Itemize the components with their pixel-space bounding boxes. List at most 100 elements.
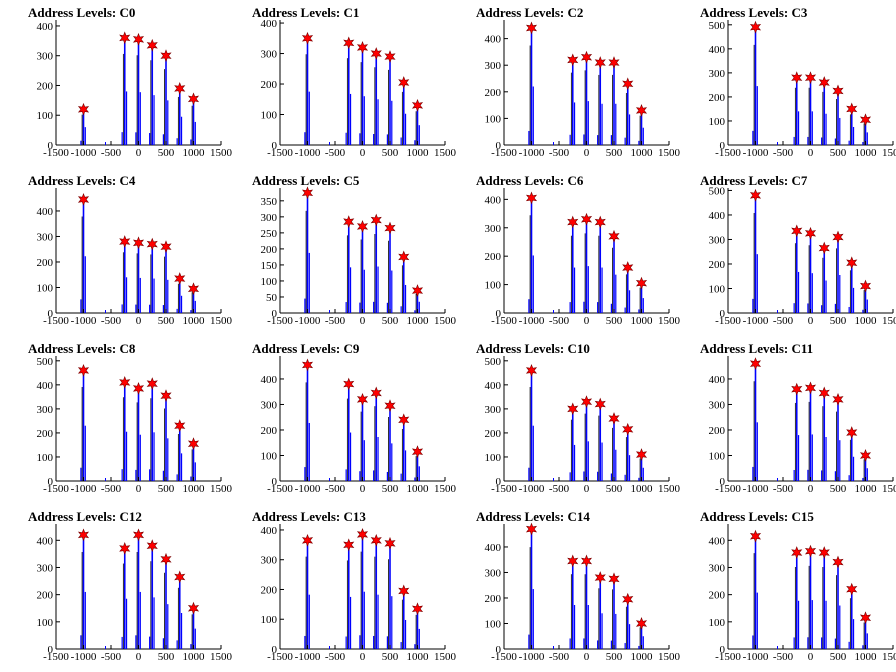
peak-marker bbox=[594, 397, 606, 411]
x-tick-label: -1500 bbox=[715, 651, 741, 663]
x-tick-label: 1500 bbox=[434, 483, 457, 495]
chart-panel-9: Address Levels: C9 0 100 200 300 400 -1500 -100… bbox=[252, 341, 457, 495]
y-tick-label: 200 bbox=[261, 584, 278, 596]
peak-marker bbox=[398, 413, 410, 427]
peak-marker bbox=[160, 49, 172, 63]
peak-marker bbox=[356, 392, 369, 406]
y-tick-label: 0 bbox=[496, 308, 502, 320]
peak-marker bbox=[622, 422, 634, 436]
chart-title: Address Levels: C1 bbox=[252, 5, 359, 20]
peak-marker bbox=[622, 592, 634, 606]
peak-marker bbox=[119, 542, 131, 555]
x-tick-label: 1000 bbox=[183, 483, 206, 495]
x-tick-label: 0 bbox=[584, 483, 590, 495]
bars-group bbox=[528, 532, 644, 649]
peak-marker bbox=[384, 536, 396, 550]
y-tick-label: 200 bbox=[709, 259, 726, 271]
peak-marker bbox=[818, 76, 830, 89]
y-tick-label: 400 bbox=[709, 535, 726, 547]
peak-marker bbox=[635, 617, 648, 630]
peak-marker bbox=[846, 256, 858, 270]
peak-marker bbox=[187, 282, 200, 296]
peak-marker bbox=[622, 77, 634, 91]
peak-marker bbox=[119, 31, 131, 45]
x-tick-label: 500 bbox=[158, 651, 175, 663]
y-tick-label: 200 bbox=[37, 80, 54, 92]
y-tick-label: 0 bbox=[272, 476, 278, 488]
x-tick-label: -1500 bbox=[715, 147, 741, 159]
chart-title: Address Levels: C12 bbox=[28, 509, 142, 524]
x-tick-label: -1500 bbox=[267, 315, 293, 327]
x-tick-label: -500 bbox=[549, 147, 570, 159]
peak-marker bbox=[132, 236, 145, 250]
y-tick-label: 0 bbox=[48, 644, 54, 656]
peak-marker bbox=[132, 32, 145, 46]
x-tick-label: 1500 bbox=[882, 315, 896, 327]
peak-marker bbox=[832, 555, 844, 569]
bars-group bbox=[80, 202, 196, 313]
y-tick-label: 100 bbox=[709, 116, 726, 128]
y-tick-label: 500 bbox=[709, 20, 726, 32]
y-tick-label: 300 bbox=[261, 399, 278, 411]
x-tick-label: 500 bbox=[606, 483, 623, 495]
bars-group bbox=[528, 201, 644, 313]
peak-marker bbox=[749, 20, 762, 34]
y-tick-label: 0 bbox=[720, 644, 726, 656]
x-tick-label: 1000 bbox=[183, 651, 206, 663]
bars-group bbox=[528, 31, 644, 145]
peak-marker bbox=[174, 419, 186, 433]
peak-marker bbox=[608, 572, 620, 586]
y-tick-label: 100 bbox=[37, 617, 54, 629]
peak-marker bbox=[370, 386, 382, 400]
x-tick-label: -1000 bbox=[295, 651, 321, 663]
peak-marker bbox=[791, 546, 803, 559]
y-tick-label: 300 bbox=[485, 60, 502, 72]
y-tick-label: 300 bbox=[709, 562, 726, 574]
y-tick-label: 400 bbox=[37, 206, 54, 218]
x-tick-label: 500 bbox=[382, 147, 399, 159]
y-tick-label: 200 bbox=[37, 428, 54, 440]
chart-title: Address Levels: C14 bbox=[476, 509, 590, 524]
x-tick-label: -1500 bbox=[491, 483, 517, 495]
y-tick-label: 300 bbox=[261, 49, 278, 61]
y-tick-label: 300 bbox=[485, 223, 502, 235]
x-tick-label: 500 bbox=[158, 147, 175, 159]
x-tick-label: 1000 bbox=[631, 483, 654, 495]
y-tick-label: 350 bbox=[261, 196, 278, 208]
x-tick-label: 0 bbox=[360, 483, 366, 495]
x-tick-label: -500 bbox=[549, 483, 570, 495]
x-tick-label: 1500 bbox=[210, 483, 233, 495]
x-tick-label: -1500 bbox=[267, 651, 293, 663]
y-tick-label: 400 bbox=[37, 535, 54, 547]
x-tick-label: -500 bbox=[101, 483, 122, 495]
chart-panel-12: Address Levels: C12 0 100 200 300 400 -1500 -10… bbox=[28, 509, 233, 663]
y-tick-label: 300 bbox=[261, 555, 278, 567]
peak-marker bbox=[832, 392, 844, 406]
x-tick-label: 1500 bbox=[882, 147, 896, 159]
peak-marker bbox=[146, 38, 158, 52]
bars-group bbox=[80, 373, 196, 481]
peak-marker bbox=[525, 522, 538, 536]
x-tick-label: -1500 bbox=[43, 651, 69, 663]
x-tick-label: 1500 bbox=[210, 147, 233, 159]
peak-marker bbox=[370, 47, 382, 60]
peak-marker bbox=[567, 402, 579, 416]
x-tick-label: 1500 bbox=[434, 147, 457, 159]
peak-marker bbox=[567, 554, 579, 568]
y-tick-label: 0 bbox=[720, 308, 726, 320]
peak-marker bbox=[580, 395, 593, 409]
y-tick-label: 400 bbox=[485, 380, 502, 392]
y-tick-label: 200 bbox=[261, 79, 278, 91]
x-tick-label: 0 bbox=[808, 147, 814, 159]
y-tick-label: 400 bbox=[37, 380, 54, 392]
x-tick-label: 1500 bbox=[882, 483, 896, 495]
x-tick-label: 500 bbox=[830, 483, 847, 495]
peak-marker bbox=[160, 552, 172, 566]
y-tick-label: 300 bbox=[485, 567, 502, 579]
peak-marker bbox=[804, 381, 817, 395]
x-tick-label: 500 bbox=[606, 651, 623, 663]
x-tick-label: 0 bbox=[808, 483, 814, 495]
peak-marker bbox=[749, 357, 762, 371]
x-tick-label: 500 bbox=[606, 147, 623, 159]
